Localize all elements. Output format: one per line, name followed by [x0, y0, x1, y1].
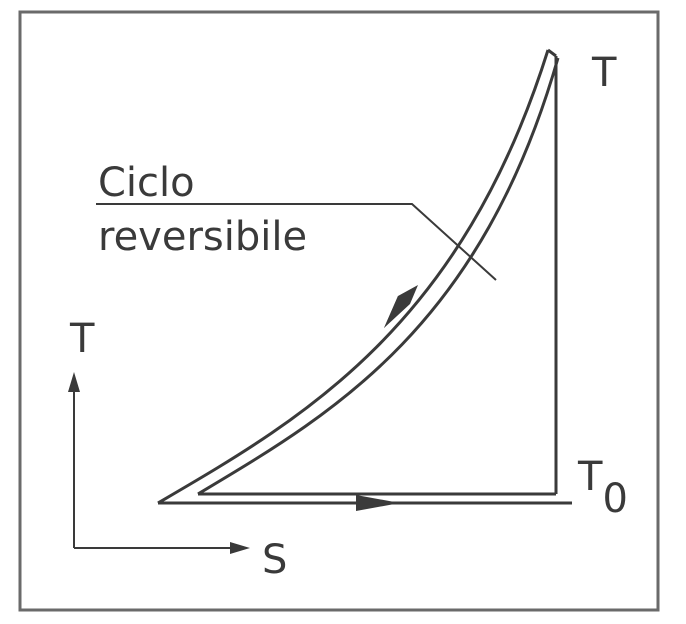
annotation-line2: reversibile	[98, 214, 307, 260]
cycle-curve-outer	[157, 49, 550, 505]
label-T0: T0	[577, 454, 628, 522]
axis-S-arrowhead	[230, 542, 250, 554]
annotation-line1: Ciclo	[98, 160, 195, 206]
label-top-T: T	[591, 50, 617, 96]
annotation-leader	[96, 203, 497, 281]
label-T0-base: T	[577, 454, 603, 500]
axis-T-arrowhead	[68, 372, 80, 392]
flow-arrow-curve-body	[384, 285, 418, 328]
cycle-curve-inner	[197, 57, 560, 496]
flow-arrow-bottom	[356, 495, 400, 511]
axis-T-label: T	[69, 316, 95, 362]
label-T0-sub: 0	[602, 476, 627, 522]
frame	[18, 10, 660, 612]
cycle-top-cap	[547, 48, 557, 58]
axis-S-label: S	[262, 537, 287, 583]
axes	[68, 372, 250, 554]
cycle-curve	[157, 48, 560, 505]
